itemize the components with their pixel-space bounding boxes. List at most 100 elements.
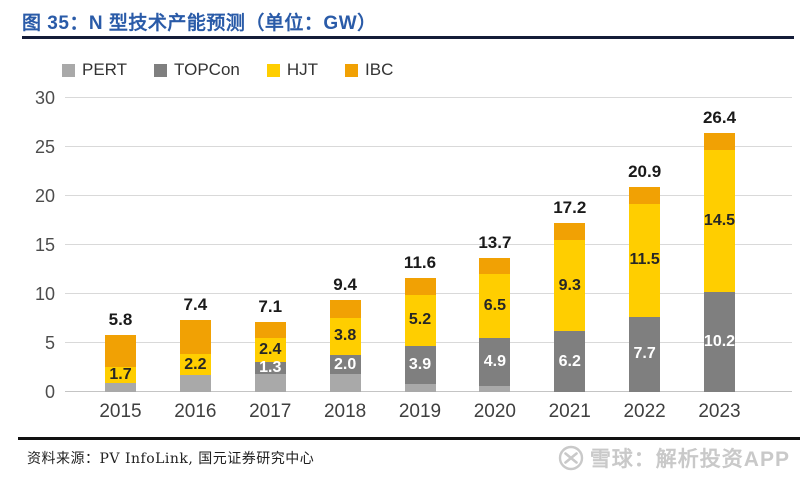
y-axis-tick-15: 15 xyxy=(34,235,55,255)
legend-item-topcon: TOPCon xyxy=(154,60,240,80)
bar-segment-ibc-2019 xyxy=(404,278,436,295)
watermark: 雪球：解析投资APP xyxy=(558,443,790,473)
legend-item-hjt: HJT xyxy=(266,60,319,80)
bar-segment-ibc-2023 xyxy=(704,133,735,150)
total-value-label: 17.2 xyxy=(553,198,587,218)
x-axis-tick-2015: 2015 xyxy=(99,401,142,422)
watermark-text: 雪球：解析投资APP xyxy=(589,448,790,471)
bar-segment-ibc-2021 xyxy=(554,223,586,241)
xueqiu-logo-icon xyxy=(558,445,584,471)
segment-value-label: 6.2 xyxy=(558,352,581,370)
segment-value-label: 6.5 xyxy=(483,297,506,315)
bar-segment-pert-2016 xyxy=(179,375,211,392)
x-axis-tick-2017: 2017 xyxy=(249,401,292,422)
legend-swatch-icon xyxy=(266,63,280,77)
bar-2018: 2.0 3.8 9.4 2018 xyxy=(324,275,366,422)
x-axis-tick-2016: 2016 xyxy=(174,401,217,422)
bar-2015: 1.7 5.8 2015 xyxy=(99,310,141,422)
total-value-label: 9.4 xyxy=(333,274,357,294)
segment-value-label: 7.7 xyxy=(633,345,656,363)
segment-value-label: 2.0 xyxy=(334,355,357,373)
segment-value-label: 1.3 xyxy=(259,359,282,376)
bar-segment-hjt-2020: 6.5 xyxy=(479,274,511,339)
gridline-15 xyxy=(65,244,792,245)
segment-value-label: 11.5 xyxy=(629,251,660,269)
bar-segment-topcon-2021: 6.2 xyxy=(554,331,586,392)
legend-swatch-icon xyxy=(345,63,359,77)
bar-segment-ibc-2020 xyxy=(479,257,511,275)
bar-segment-topcon-2023: 10.2 xyxy=(704,292,735,392)
legend-swatch-icon xyxy=(62,63,75,77)
y-axis-tick-10: 10 xyxy=(34,284,55,304)
legend-swatch-icon xyxy=(154,63,168,77)
bar-segment-ibc-2022 xyxy=(629,187,661,204)
segment-value-label: 2.4 xyxy=(259,340,282,358)
bar-segment-ibc-2017 xyxy=(254,322,286,339)
total-value-label: 11.6 xyxy=(403,253,437,273)
source-note: 资料来源：PV InfoLink, 国元证券研究中心 xyxy=(27,451,315,467)
footer-divider xyxy=(18,437,800,440)
x-axis-tick-2018: 2018 xyxy=(323,401,367,422)
bar-segment-ibc-2016 xyxy=(179,319,211,354)
bar-segment-hjt-2016: 2.2 xyxy=(179,353,211,376)
bar-2022: 7.7 11.5 20.9 2022 xyxy=(623,162,665,422)
segment-value-label: 9.3 xyxy=(558,276,581,294)
bar-segment-hjt-2017: 2.4 xyxy=(254,338,286,362)
bar-2017: 1.3 2.4 7.1 2017 xyxy=(249,297,291,422)
legend-item-ibc: IBC xyxy=(345,60,393,80)
bar-segment-pert-2018 xyxy=(329,374,361,392)
bar-segment-pert-2020 xyxy=(479,386,511,392)
total-value-label: 26.4 xyxy=(702,108,737,128)
segment-value-label: 3.9 xyxy=(408,356,432,374)
chart-plot-area: 0 5 10 15 20 25 30 1.7 5.8 2015 2.2 7.4 2016 1.3 2.4 7.… xyxy=(35,88,792,423)
bar-segment-topcon-2022: 7.7 xyxy=(629,316,661,392)
gridline-25 xyxy=(65,146,792,147)
bar-segment-hjt-2019: 5.2 xyxy=(404,295,436,346)
total-value-label: 5.8 xyxy=(108,310,133,330)
bar-segment-hjt-2021: 9.3 xyxy=(554,240,586,332)
x-axis-tick-2023: 2023 xyxy=(698,401,741,422)
y-axis-tick-0: 0 xyxy=(44,382,55,402)
x-axis-tick-2019: 2019 xyxy=(398,401,442,422)
bar-segment-topcon-2019: 3.9 xyxy=(404,345,436,385)
chart-legend: PERT TOPCon HJT IBC xyxy=(62,60,393,80)
bar-segment-pert-2019 xyxy=(404,384,436,392)
x-axis-tick-2022: 2022 xyxy=(623,401,666,422)
bar-segment-ibc-2018 xyxy=(329,299,361,318)
gridline-20 xyxy=(65,195,792,196)
bar-segment-hjt-2023: 14.5 xyxy=(704,149,735,293)
bar-2019: 3.9 5.2 11.6 2019 xyxy=(399,253,441,422)
bar-segment-hjt-2018: 3.8 xyxy=(329,317,361,355)
bar-segment-ibc-2015 xyxy=(105,335,136,367)
legend-label: TOPCon xyxy=(174,60,240,79)
legend-label: HJT xyxy=(286,60,319,79)
total-value-label: 13.7 xyxy=(478,232,512,252)
legend-item-pert: PERT xyxy=(62,60,127,80)
bar-2020: 4.9 6.5 13.7 2020 xyxy=(474,233,516,422)
total-value-label: 7.4 xyxy=(183,294,208,314)
bar-2023: 10.2 14.5 26.4 2023 xyxy=(698,108,740,422)
total-value-label: 20.9 xyxy=(628,162,662,182)
bar-segment-topcon-2020: 4.9 xyxy=(479,338,511,387)
segment-value-label: 10.2 xyxy=(703,333,736,351)
y-axis-tick-25: 25 xyxy=(34,137,55,157)
bar-segment-pert-2017 xyxy=(254,374,286,392)
gridline-30 xyxy=(65,97,792,98)
bar-segment-hjt-2022: 11.5 xyxy=(629,203,661,317)
bars-row: 1.7 5.8 2015 2.2 7.4 2016 1.3 2.4 7.1 2017 2.0 3.8 9… xyxy=(65,98,792,423)
y-axis-tick-30: 30 xyxy=(34,88,55,108)
bar-2016: 2.2 7.4 2016 xyxy=(174,295,216,423)
segment-value-label: 5.2 xyxy=(408,311,432,329)
y-axis-tick-20: 20 xyxy=(34,186,55,206)
bar-segment-topcon-2017: 1.3 xyxy=(254,359,286,376)
segment-value-label: 3.8 xyxy=(334,327,357,345)
y-axis-tick-5: 5 xyxy=(44,333,55,353)
bar-segment-topcon-2018: 2.0 xyxy=(329,354,361,375)
x-axis-tick-2020: 2020 xyxy=(473,401,517,422)
segment-value-label: 4.9 xyxy=(483,353,506,371)
legend-label: PERT xyxy=(82,60,128,79)
bar-segment-hjt-2015: 1.7 xyxy=(105,366,136,384)
total-value-label: 7.1 xyxy=(258,297,283,317)
segment-value-label: 2.2 xyxy=(184,355,207,373)
